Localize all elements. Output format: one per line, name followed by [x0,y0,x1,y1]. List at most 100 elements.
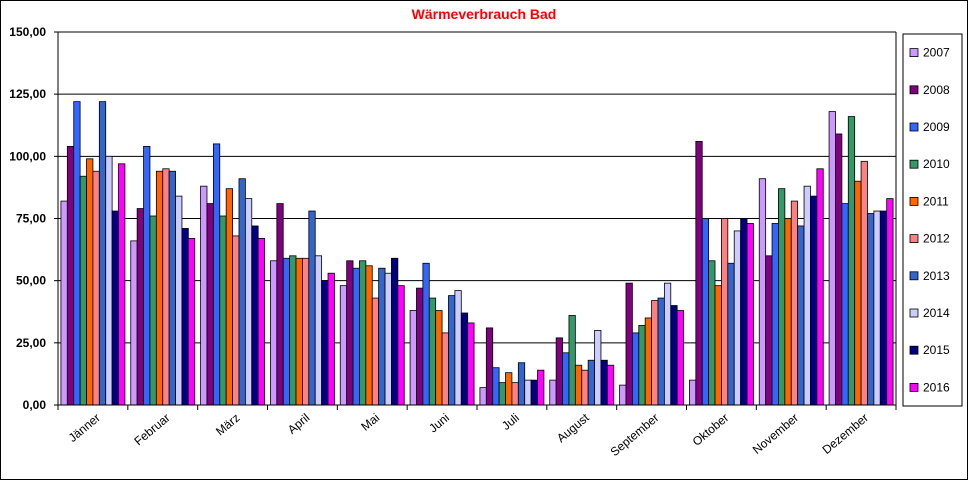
bar-2010-2 [219,215,227,406]
bar-2009-0 [73,101,81,406]
x-tick-label: Juli [499,411,522,433]
legend-label: 2011 [923,194,949,208]
legend-swatch-2011 [909,196,919,206]
bar-2015-9 [740,218,748,406]
bar-2009-1 [143,145,151,406]
legend: 2007 2008 2009 2010 2011 2012 2013 2014 2015 2016 [902,33,963,407]
bar-2013-3 [308,210,316,406]
bar-2007-2 [200,185,208,406]
legend-swatch-2009 [909,122,919,132]
bar-2009-4 [352,267,360,406]
bar-2016-6 [537,369,545,406]
y-tick-label: 150,00 [9,25,46,39]
bar-2011-4 [365,265,373,406]
bar-2010-4 [359,260,367,406]
bar-2012-7 [581,369,589,406]
x-tick-label: Mai [358,411,382,434]
x-tick-label: Dezember [820,411,871,457]
bar-2009-3 [282,257,291,406]
bar-2016-2 [257,237,265,406]
bar-2011-3 [295,257,303,406]
legend-swatch-2014 [909,308,919,318]
bar-2009-7 [562,352,570,406]
bar-2007-11 [828,111,836,406]
bar-2009-2 [212,143,221,406]
bar-2014-9 [733,230,742,406]
bar-2012-6 [511,382,519,406]
bar-2010-7 [568,315,576,406]
legend-label: 2008 [923,83,950,97]
x-tick-label: November [750,411,801,457]
bar-2010-1 [149,215,157,406]
bar-2015-5 [460,312,469,406]
legend-swatch-2015 [909,345,919,355]
bar-2013-8 [657,297,665,406]
bar-2014-5 [454,290,462,406]
bar-2011-7 [574,364,583,406]
bar-2012-10 [790,200,799,406]
bar-2013-2 [238,178,246,406]
bar-2010-9 [708,260,716,406]
bar-2010-8 [638,325,646,406]
bar-2016-7 [606,364,615,406]
bar-2007-6 [479,387,487,406]
bar-2010-0 [79,175,87,406]
bar-2008-3 [276,203,284,406]
bar-2008-6 [485,327,494,406]
bars [60,101,894,406]
bar-2012-9 [721,218,729,406]
bar-2011-10 [784,218,792,406]
bar-2011-8 [644,317,652,406]
legend-label: 2013 [923,269,950,283]
bar-2007-7 [549,379,557,406]
x-tick-label: März [213,411,242,439]
bar-2010-11 [847,116,856,406]
bar-2008-11 [835,133,843,406]
bar-2015-3 [321,280,329,406]
bar-2014-11 [873,210,881,406]
bar-2013-1 [168,170,176,406]
bar-2016-10 [816,168,824,406]
bar-2011-1 [155,170,164,406]
bar-2012-1 [162,168,170,406]
bar-2014-4 [384,272,392,406]
bar-2012-0 [92,170,100,406]
bar-2015-4 [391,257,399,406]
bar-2011-9 [714,285,722,406]
legend-label: 2012 [923,232,950,246]
bar-2007-9 [689,379,697,406]
legend-label: 2016 [923,380,950,394]
legend-label: 2007 [923,46,950,60]
bar-2007-0 [60,200,68,406]
bar-2016-11 [886,198,894,406]
bar-2013-4 [378,267,386,406]
bar-2008-4 [346,260,354,406]
bar-2014-0 [105,155,113,406]
x-tick-label: August [554,410,592,445]
y-tick-label: 25,00 [16,336,46,350]
y-tick-label: 125,00 [9,87,46,101]
bar-2011-5 [435,310,443,406]
legend-swatch-2007 [909,48,919,57]
bar-2012-2 [232,235,240,406]
bar-2014-7 [594,329,602,406]
bar-2013-5 [448,295,456,406]
bar-2016-5 [467,322,475,406]
bar-2012-8 [651,300,659,406]
legend-label: 2015 [923,343,950,357]
bar-2012-11 [860,160,868,406]
bar-2014-10 [803,185,811,406]
bar-2008-1 [136,208,144,406]
chart-title: Wärmeverbrauch Bad [411,6,557,22]
x-tick-label: April [285,411,312,437]
bar-2008-7 [555,337,563,406]
bar-2015-6 [530,379,538,406]
bar-2010-5 [428,297,437,406]
legend-swatch-2016 [909,382,919,392]
bar-2016-9 [746,223,754,406]
bar-2009-10 [771,223,779,406]
bar-2011-0 [86,158,94,406]
bar-2015-0 [111,210,119,406]
bar-2012-5 [441,332,449,406]
